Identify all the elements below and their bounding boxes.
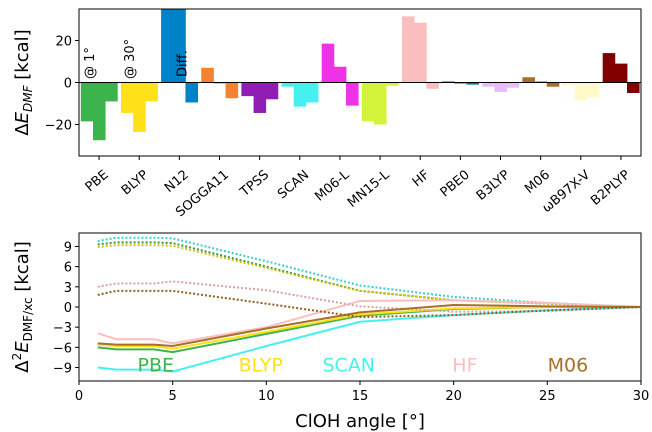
category-label: MN15-L xyxy=(345,167,393,211)
line-chart-panel: 0 5 10 15 20 25 30 −9 −6 −3 0 3 6 9 PBE BLYP SCAN HF M06 Cl… xyxy=(10,232,650,432)
bars-group xyxy=(80,9,640,141)
y-tick-label: 0 xyxy=(64,77,72,92)
bar xyxy=(454,82,467,84)
bar xyxy=(466,82,480,85)
bar xyxy=(120,82,134,113)
bar xyxy=(534,81,548,83)
category-label: B3LYP xyxy=(474,167,513,203)
legend-label: PBE xyxy=(138,355,175,377)
bar xyxy=(442,81,455,83)
category-label: SCAN xyxy=(275,168,312,203)
bar xyxy=(265,82,279,100)
bar xyxy=(241,82,254,97)
bar xyxy=(482,82,495,87)
bar xyxy=(293,82,307,107)
bar xyxy=(426,82,439,89)
series-line-solid xyxy=(97,299,642,345)
y-tick-label: 3 xyxy=(64,281,72,296)
bar xyxy=(321,43,335,83)
x-tick-label: 10 xyxy=(258,389,275,404)
bar xyxy=(213,82,226,84)
x-tick-label: 20 xyxy=(445,389,462,404)
category-label: HF xyxy=(410,168,433,191)
bar xyxy=(574,82,588,101)
series-line-dotted xyxy=(97,241,642,308)
bar xyxy=(627,82,640,93)
bar xyxy=(161,9,174,83)
bar xyxy=(80,82,94,122)
x-tick-label: 15 xyxy=(352,389,369,404)
bar xyxy=(281,82,295,87)
category-label: M06 xyxy=(522,168,553,197)
series-line-dotted xyxy=(97,236,642,308)
bar xyxy=(201,67,214,83)
category-label: PBE0 xyxy=(438,168,473,201)
bar xyxy=(602,53,616,83)
bar xyxy=(373,82,387,125)
bar xyxy=(494,82,507,92)
bar xyxy=(253,82,267,113)
bar-annotation: @ 30° xyxy=(123,39,138,79)
y-tick-label: 0 xyxy=(64,301,72,316)
bar xyxy=(386,82,399,86)
category-label: BLYP xyxy=(119,167,152,198)
series-line-dotted xyxy=(97,280,642,313)
y-tick-label: 9 xyxy=(64,240,72,255)
y-tick-label: −9 xyxy=(53,362,72,377)
legend-label: M06 xyxy=(548,355,589,377)
series-line-dotted xyxy=(97,289,642,319)
bar xyxy=(133,82,146,132)
y-tick-label: 6 xyxy=(64,261,72,276)
category-label: TPSS xyxy=(237,168,272,201)
bar xyxy=(562,82,576,86)
y-tick-label: −6 xyxy=(53,341,72,356)
bar xyxy=(522,77,535,83)
bar xyxy=(185,82,199,103)
bar xyxy=(305,82,319,103)
legend-label: SCAN xyxy=(322,355,375,377)
bar xyxy=(614,63,628,83)
y-tick-label: −20 xyxy=(45,119,72,134)
bar xyxy=(92,82,106,141)
y-axis-label: Δ2EDMF/xc [kcal] xyxy=(10,241,35,373)
x-axis-label: ClOH angle [°] xyxy=(295,411,425,432)
bar-annotation: Diff. xyxy=(175,50,190,77)
x-tick-label: 0 xyxy=(75,389,83,404)
series-line-dotted xyxy=(97,244,642,308)
x-tick-label: 30 xyxy=(633,389,650,404)
category-label: N12 xyxy=(162,168,192,196)
series-line-solid xyxy=(97,306,641,350)
bar xyxy=(401,16,415,83)
bar xyxy=(105,82,118,102)
series-line-solid xyxy=(97,303,642,348)
y-tick-label: 20 xyxy=(55,35,72,50)
bar xyxy=(414,22,427,83)
category-label: PBE xyxy=(83,168,112,196)
category-label: B2PLYP xyxy=(588,167,633,208)
y-tick-label: −3 xyxy=(53,321,72,336)
bar xyxy=(333,66,347,83)
bar xyxy=(173,9,186,83)
bar xyxy=(361,82,375,122)
y-axis-label: ΔEDMF [kcal] xyxy=(12,29,35,135)
x-tick-label: 25 xyxy=(539,389,556,404)
legend-label: BLYP xyxy=(239,355,283,377)
bar xyxy=(225,82,239,99)
x-tick-label: 5 xyxy=(169,389,177,404)
bar xyxy=(145,82,158,102)
bar-annotation: @ 1° xyxy=(83,47,98,79)
bar xyxy=(506,82,520,88)
bar xyxy=(546,82,560,87)
legend-label: HF xyxy=(452,355,477,377)
bar xyxy=(586,82,600,98)
bar xyxy=(346,82,359,106)
